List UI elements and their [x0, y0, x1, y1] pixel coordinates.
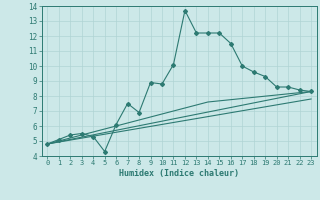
X-axis label: Humidex (Indice chaleur): Humidex (Indice chaleur)	[119, 169, 239, 178]
